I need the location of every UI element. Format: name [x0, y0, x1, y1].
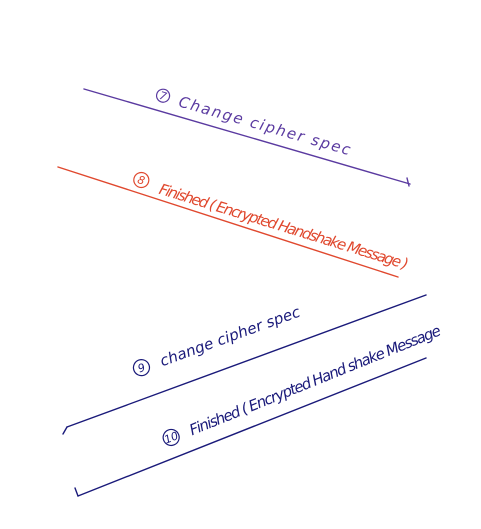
- message-7: 7 Change cipher spec: [83, 88, 411, 187]
- arrow-line-10: [77, 357, 427, 497]
- arrow-tick-7: [406, 177, 410, 187]
- message-8: 8 Finished ( Encrypted Handshake Message…: [57, 166, 411, 278]
- step-circle-8: [133, 171, 150, 189]
- message-label-8: Finished ( Encrypted Handshake Message ): [157, 180, 411, 273]
- step-circle-9: [132, 359, 151, 377]
- step-circle-7: [155, 88, 171, 103]
- arrow-tick-9: [62, 426, 68, 435]
- step-number-10: 10: [162, 429, 180, 446]
- arrow-line-8: [57, 166, 399, 278]
- message-10: 10 Finished ( Encrypted Hand shake Messa…: [74, 321, 444, 497]
- arrow-tick-10: [74, 487, 79, 497]
- step-number-7: 7: [158, 89, 168, 103]
- step-circle-10: [162, 428, 180, 447]
- step-number-8: 8: [136, 173, 146, 187]
- message-label-7: Change cipher spec: [177, 93, 354, 160]
- arrow-line-9: [66, 294, 427, 428]
- message-label-9: change cipher spec: [158, 302, 304, 370]
- arrow-line-7: [83, 88, 411, 185]
- step-number-9: 9: [136, 361, 147, 376]
